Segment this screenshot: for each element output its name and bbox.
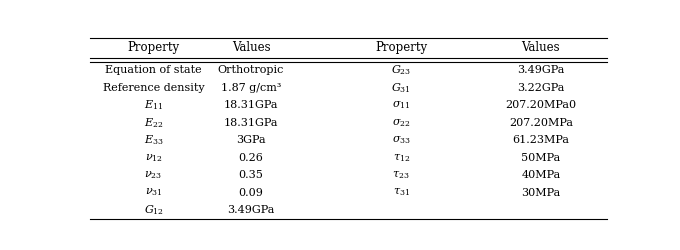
Text: 50MPa: 50MPa (522, 153, 560, 163)
Text: $\nu_{31}$: $\nu_{31}$ (145, 186, 163, 198)
Text: $\tau_{31}$: $\tau_{31}$ (392, 186, 410, 198)
Text: $G_{12}$: $G_{12}$ (143, 203, 163, 217)
Text: 0.35: 0.35 (239, 170, 263, 180)
Text: $E_{\mathit{22}}$: $E_{\mathit{22}}$ (144, 116, 163, 130)
Text: Reference density: Reference density (103, 83, 204, 93)
Text: 40MPa: 40MPa (522, 170, 560, 180)
Text: $E_{33}$: $E_{33}$ (143, 133, 163, 147)
Text: Property: Property (375, 41, 427, 54)
Text: 207.20MPa0: 207.20MPa0 (505, 100, 577, 110)
Text: 3GPa: 3GPa (236, 135, 266, 145)
Text: 0.26: 0.26 (239, 153, 263, 163)
Text: $\sigma_{22}$: $\sigma_{22}$ (392, 117, 411, 129)
Text: 0.09: 0.09 (239, 188, 263, 198)
Text: Property: Property (127, 41, 180, 54)
Text: 3.49GPa: 3.49GPa (227, 205, 275, 215)
Text: $\nu_{12}$: $\nu_{12}$ (145, 152, 163, 164)
Text: 18.31GPa: 18.31GPa (224, 100, 278, 110)
Text: $\tau_{12}$: $\tau_{12}$ (392, 152, 410, 164)
Text: 207.20MPa: 207.20MPa (509, 118, 573, 128)
Text: 3.22GPa: 3.22GPa (517, 83, 564, 93)
Text: $E_{11}$: $E_{11}$ (144, 98, 163, 112)
Text: 18.31GPa: 18.31GPa (224, 118, 278, 128)
Text: $G_{23}$: $G_{23}$ (391, 64, 411, 78)
Text: 30MPa: 30MPa (522, 188, 560, 198)
Text: 3.49GPa: 3.49GPa (517, 66, 564, 76)
Text: $\tau_{23}$: $\tau_{23}$ (392, 169, 410, 181)
Text: Orthotropic: Orthotropic (218, 66, 284, 76)
Text: $\sigma_{33}$: $\sigma_{33}$ (392, 134, 411, 146)
Text: $\sigma_{11}$: $\sigma_{11}$ (392, 100, 411, 111)
Text: Equation of state: Equation of state (105, 66, 202, 76)
Text: 61.23MPa: 61.23MPa (512, 135, 569, 145)
Text: Values: Values (522, 41, 560, 54)
Text: 1.87 g/cm³: 1.87 g/cm³ (221, 83, 282, 93)
Text: $\nu_{23}$: $\nu_{23}$ (144, 169, 163, 181)
Text: $G_{31}$: $G_{31}$ (391, 81, 411, 95)
Text: Values: Values (232, 41, 271, 54)
